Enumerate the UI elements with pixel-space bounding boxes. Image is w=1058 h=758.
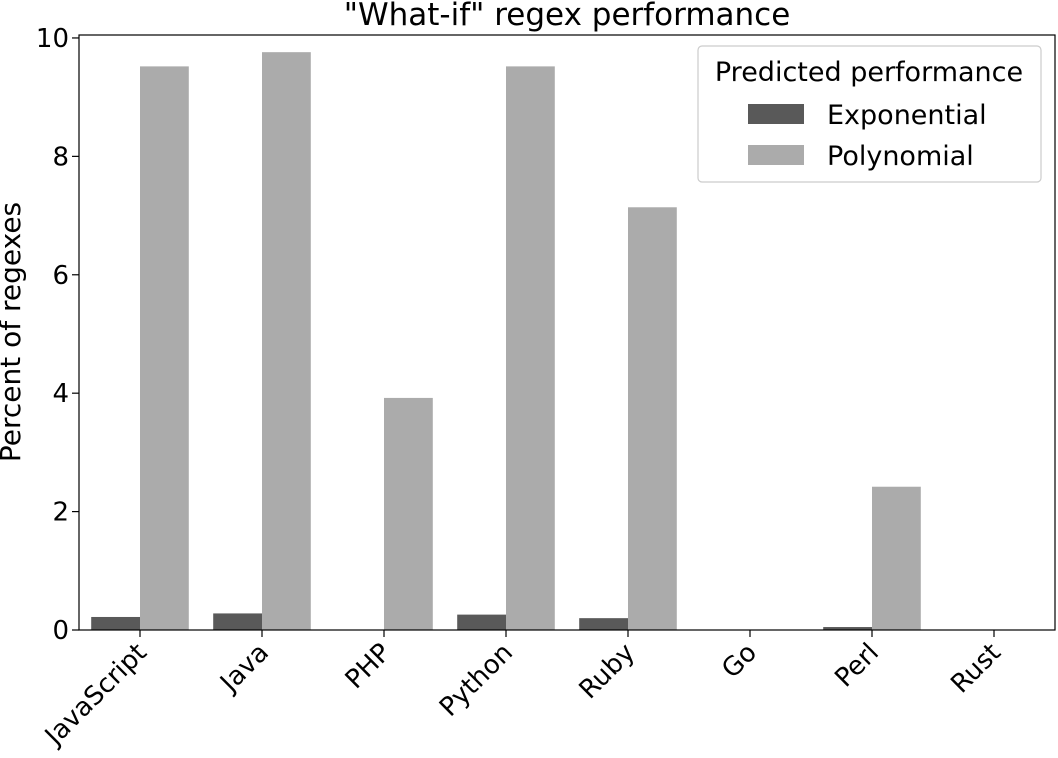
legend-label-polynomial: Polynomial [827,141,974,172]
bar-exponential-3 [457,614,506,630]
bar-exponential-6 [823,627,872,630]
bar-polynomial-4 [628,207,677,631]
plot-area-frame [78,34,1056,631]
legend-label-exponential: Exponential [827,100,987,131]
legend-title: Predicted performance [715,57,1023,88]
bar-polynomial-2 [384,397,433,630]
y-axis-label: Percent of regexes [0,202,27,462]
y-axis: 0 2 4 6 8 10 [36,24,79,646]
legend-swatch-exponential [748,104,804,124]
y-tick-label: 8 [52,142,69,172]
legend: Predicted performance Exponential Polynom… [697,45,1042,183]
bar-polynomial-3 [506,66,555,630]
bar-exponential-0 [91,616,140,630]
y-tick-label: 6 [52,261,69,291]
bar-exponential-4 [579,618,628,630]
legend-swatch-polynomial [748,145,804,165]
bar-exponential-1 [213,613,262,630]
bar-polynomial-0 [140,66,189,630]
x-tick-label: Python [434,638,519,723]
x-tick-label: JavaScript [38,638,153,753]
x-tick-label: Ruby [574,638,641,705]
y-tick-label: 2 [52,498,69,528]
y-tick-label: 0 [52,616,69,646]
x-axis: JavaScript Java PHP Python Ruby Go Perl Rust [38,630,1007,753]
x-tick-label: PHP [340,638,397,695]
x-tick-label: Perl [829,638,885,694]
chart-title: "What-if" regex performance [344,0,791,33]
bar-polynomial-1 [262,52,311,631]
y-tick-label: 4 [52,379,69,409]
y-tick-label: 10 [36,24,69,54]
x-tick-label: Go [716,638,763,685]
legend-entries: Exponential Polynomial [748,100,987,172]
x-tick-label: Java [213,638,274,699]
bars-group [91,52,921,631]
bar-polynomial-6 [872,486,921,630]
x-tick-label: Rust [945,638,1007,700]
